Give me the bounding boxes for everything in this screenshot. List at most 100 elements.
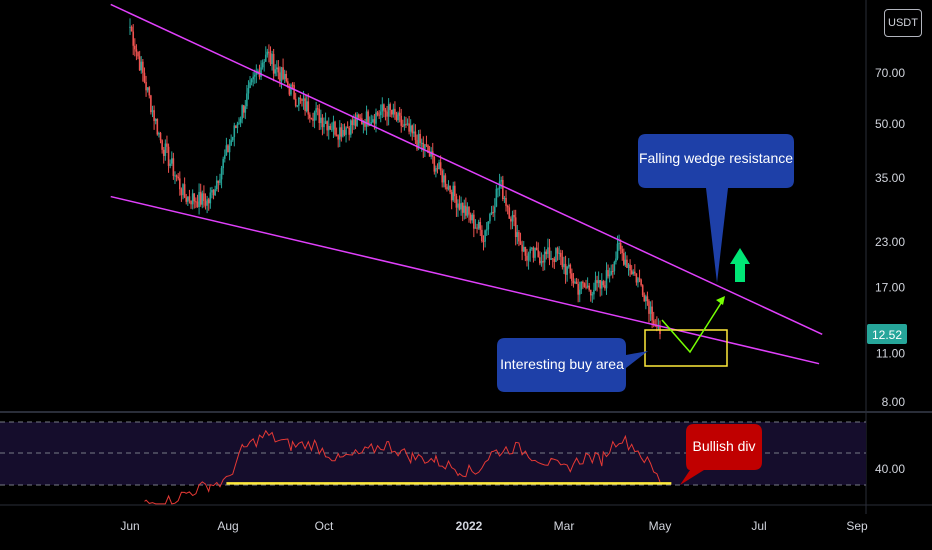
candle-body bbox=[427, 145, 429, 153]
candle-body bbox=[634, 271, 636, 274]
buy-area-callout[interactable]: Interesting buy area bbox=[497, 338, 648, 392]
candle-body bbox=[585, 287, 587, 289]
candle-body bbox=[225, 145, 228, 156]
candle-body bbox=[540, 260, 543, 264]
candle-body bbox=[315, 108, 317, 113]
candle-body bbox=[492, 212, 494, 214]
candle-body bbox=[588, 285, 590, 290]
candle-body bbox=[179, 178, 181, 190]
candle-body bbox=[372, 119, 374, 123]
candle-body bbox=[408, 123, 410, 132]
candle-body bbox=[188, 196, 191, 201]
candle-body bbox=[635, 273, 638, 283]
candle-body bbox=[403, 123, 406, 126]
candle-body bbox=[161, 140, 163, 150]
candle-body bbox=[298, 97, 300, 106]
time-tick-label: Mar bbox=[554, 519, 575, 533]
candle-body bbox=[441, 170, 444, 183]
candle-body bbox=[638, 278, 641, 280]
candle-body bbox=[158, 132, 160, 135]
candle-body bbox=[563, 263, 565, 268]
candle-body bbox=[287, 81, 289, 86]
candle-body bbox=[169, 163, 171, 166]
candle-body bbox=[543, 251, 546, 263]
candle-body bbox=[640, 279, 642, 286]
price-axis[interactable]: 70.00 50.00 35.00 23.00 17.00 11.00 8.00 bbox=[875, 66, 905, 409]
candle-body bbox=[193, 193, 196, 202]
candle-body bbox=[309, 114, 311, 119]
candle-body bbox=[442, 175, 445, 183]
candle-body bbox=[458, 203, 461, 210]
candle-body bbox=[148, 87, 151, 96]
candle-body bbox=[174, 175, 176, 177]
candle-body bbox=[416, 140, 418, 149]
candle-body bbox=[569, 264, 572, 274]
candle-body bbox=[461, 202, 464, 213]
currency-button[interactable]: USDT bbox=[884, 9, 922, 37]
candle-body bbox=[493, 206, 496, 213]
candle-body bbox=[435, 168, 437, 172]
candle-body bbox=[198, 191, 200, 208]
resistance-callout[interactable]: Falling wedge resistance bbox=[638, 134, 794, 283]
candle-body bbox=[279, 72, 281, 82]
candle-body bbox=[495, 188, 498, 207]
candle-body bbox=[390, 109, 393, 115]
candle-body bbox=[235, 125, 237, 128]
candle-body bbox=[615, 258, 617, 262]
candle-body bbox=[250, 79, 253, 83]
candle-body bbox=[230, 140, 232, 146]
candle-body bbox=[446, 187, 448, 190]
buy-area-box[interactable] bbox=[644, 329, 728, 367]
rsi-series bbox=[144, 429, 672, 505]
candle-body bbox=[463, 205, 466, 213]
time-axis[interactable]: Jun Aug Oct 2022 Mar May Jul Sep bbox=[120, 519, 868, 533]
candle-body bbox=[135, 49, 138, 52]
candle-body bbox=[586, 285, 589, 288]
candle-body bbox=[597, 280, 600, 284]
candle-body bbox=[233, 125, 236, 137]
candle-body bbox=[558, 252, 560, 254]
last-price-text: 12.52 bbox=[872, 328, 902, 342]
candle-body bbox=[227, 145, 229, 153]
candle-body bbox=[593, 289, 595, 295]
candle-body bbox=[572, 280, 575, 284]
candle-body bbox=[513, 214, 515, 218]
candle-body bbox=[349, 120, 352, 135]
candle-body bbox=[304, 98, 306, 112]
candle-body bbox=[327, 125, 330, 131]
divergence-callout[interactable]: Bullish div bbox=[680, 424, 762, 485]
candle-body bbox=[419, 133, 421, 143]
candle-body bbox=[316, 108, 319, 110]
candle-body bbox=[376, 112, 379, 115]
candle-body bbox=[616, 243, 619, 259]
candle-body bbox=[591, 294, 594, 296]
candle-body bbox=[263, 61, 265, 63]
candle-body bbox=[384, 110, 387, 112]
candle-body bbox=[414, 131, 417, 141]
candle-body bbox=[220, 168, 223, 180]
candle-body bbox=[207, 199, 210, 204]
candle-body bbox=[191, 193, 194, 205]
candle-body bbox=[630, 270, 633, 275]
candle-body bbox=[154, 119, 157, 122]
candle-body bbox=[648, 301, 650, 314]
candle-body bbox=[381, 104, 384, 112]
candle-body bbox=[651, 306, 653, 321]
candle-body bbox=[253, 74, 256, 77]
candle-body bbox=[204, 201, 207, 206]
candle-body bbox=[290, 84, 292, 95]
candle-body bbox=[357, 114, 360, 118]
time-tick-label: 2022 bbox=[456, 519, 483, 533]
candle-body bbox=[465, 205, 467, 216]
candle-body bbox=[266, 51, 269, 55]
candle-body bbox=[332, 121, 335, 130]
candle-body bbox=[613, 261, 616, 272]
candle-body bbox=[395, 114, 398, 121]
candle-body bbox=[596, 280, 598, 284]
time-tick-label: Jul bbox=[751, 519, 766, 533]
candle-body bbox=[182, 184, 184, 196]
candle-body bbox=[589, 289, 592, 296]
candle-body bbox=[130, 26, 133, 32]
candle-body bbox=[420, 142, 423, 144]
